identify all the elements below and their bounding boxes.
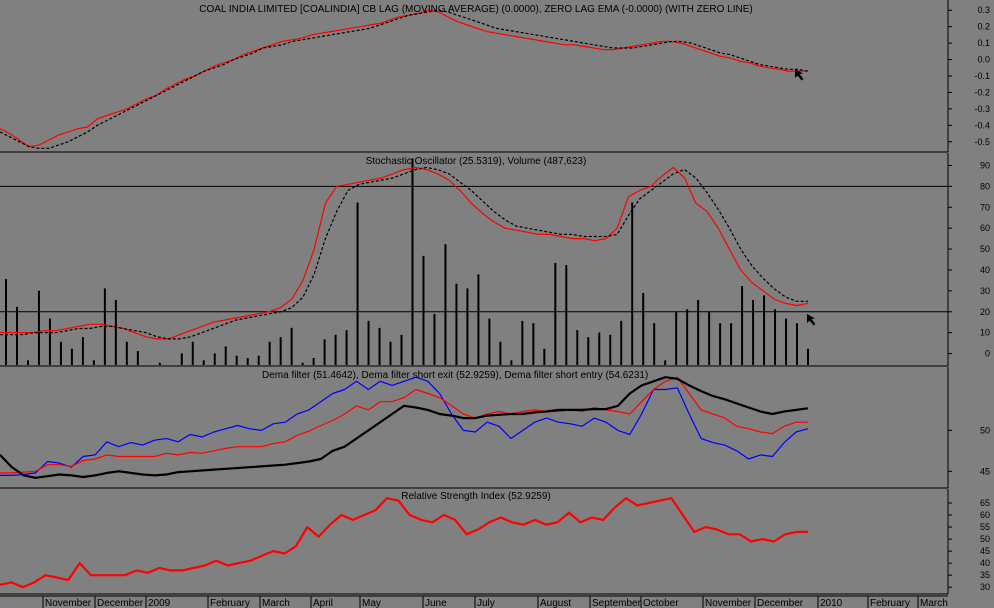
- dema-panel-title: Dema filter (51.4642), Dema filter short…: [262, 370, 648, 381]
- y-tick-label: 50: [980, 534, 990, 544]
- y-tick-label: 0.2: [977, 22, 990, 32]
- y-tick-label: 0.3: [977, 5, 990, 15]
- x-tick-label: November: [45, 598, 92, 608]
- y-tick-label: 10: [980, 328, 990, 338]
- x-tick-label: February: [870, 598, 910, 608]
- cursor-arrow-icon: [795, 69, 804, 81]
- y-tick-label: 90: [980, 160, 990, 170]
- y-tick-label: 35: [980, 570, 990, 580]
- y-tick-label: -0.3: [974, 104, 990, 114]
- series-line: [0, 376, 808, 474]
- zero-lag-panel-title: COAL INDIA LIMITED [COALINDIA] CB LAG (M…: [199, 4, 752, 15]
- stochastic-panel-title: Stochastic Oscillator (25.5319), Volume …: [366, 156, 587, 167]
- y-tick-label: -0.5: [974, 137, 990, 147]
- y-tick-label: 50: [980, 425, 990, 435]
- x-tick-label: March: [920, 598, 948, 608]
- y-tick-label: 65: [980, 498, 990, 508]
- y-tick-label: 20: [980, 307, 990, 317]
- x-tick-label: August: [540, 598, 571, 608]
- y-tick-label: 45: [980, 466, 990, 476]
- y-tick-label: 60: [980, 223, 990, 233]
- series-line: [0, 376, 809, 476]
- rsi-panel-title: Relative Strength Index (52.9259): [401, 491, 551, 502]
- rsi-panel: 65 60 55 50 45 40 35 30 Relative Strength Index …: [0, 489, 990, 595]
- x-tick-label: December: [757, 598, 804, 608]
- y-tick-label: 45: [980, 546, 990, 556]
- x-tick-label: December: [97, 598, 144, 608]
- x-tick-label: May: [362, 598, 381, 608]
- x-tick-label: November: [705, 598, 752, 608]
- x-tick-label: September: [592, 598, 642, 608]
- y-tick-label: 0.0: [977, 55, 990, 65]
- x-tick-label: February: [210, 598, 250, 608]
- series-line: [0, 166, 808, 340]
- y-tick-label: 0: [985, 349, 990, 359]
- y-tick-label: 70: [980, 202, 990, 212]
- cursor-arrow-icon: [807, 314, 816, 326]
- y-tick-label: 30: [980, 286, 990, 296]
- y-tick-label: 0.1: [977, 38, 990, 48]
- y-tick-label: 60: [980, 510, 990, 520]
- y-tick-label: 30: [980, 582, 990, 592]
- series-line: [0, 9, 808, 148]
- x-tick-label: October: [643, 598, 679, 608]
- y-tick-label: -0.1: [974, 71, 990, 81]
- series-line: [0, 166, 809, 340]
- y-tick-label: -0.4: [974, 120, 990, 130]
- y-tick-label: -0.2: [974, 87, 990, 97]
- series-line: [0, 376, 809, 479]
- y-tick-label: 50: [980, 244, 990, 254]
- dema-panel: 50 45 Dema filter (51.4642), Dema filter s…: [0, 367, 990, 489]
- y-tick-label: 55: [980, 522, 990, 532]
- x-axis: November December 2009 February March April Ma…: [0, 595, 948, 608]
- series-line: [0, 9, 809, 149]
- zero-lag-panel: 0.3 0.2 0.1 0.0 -0.1 -0.2 -0.3 -0.4 -0.5 COAL IND…: [0, 0, 990, 153]
- y-tick-label: 80: [980, 181, 990, 191]
- x-tick-label: 2010: [820, 598, 843, 608]
- x-tick-label: July: [477, 598, 495, 608]
- series-line: [0, 497, 808, 589]
- x-tick-label: June: [425, 598, 447, 608]
- y-tick-label: 40: [980, 265, 990, 275]
- x-tick-label: March: [262, 598, 290, 608]
- y-tick-label: 40: [980, 558, 990, 568]
- x-tick-label: 2009: [148, 598, 171, 608]
- x-tick-label: April: [313, 598, 333, 608]
- stochastic-panel: 90 80 70 60 50 40 30 20 10 0 Stochastic Oscillator…: [0, 153, 990, 367]
- cursor-arrows: [795, 69, 816, 326]
